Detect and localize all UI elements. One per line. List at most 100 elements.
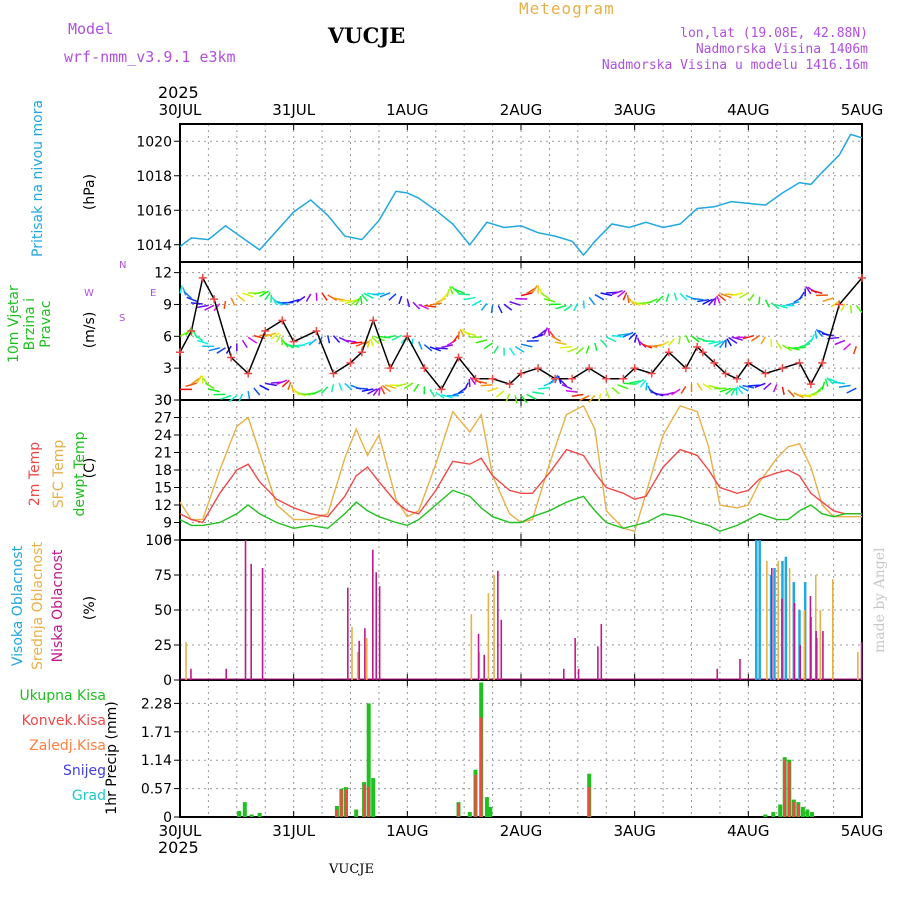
wind-barb xyxy=(322,293,327,300)
wind-barb xyxy=(618,385,628,389)
wind-barb xyxy=(595,295,604,300)
y-tick-label: 3 xyxy=(163,361,172,377)
wind-barb xyxy=(854,346,857,354)
wind-barb xyxy=(674,293,676,301)
wind-barb xyxy=(560,347,572,348)
wind-gust-marker xyxy=(602,375,610,383)
low-cloud-label: Niska Oblacnost xyxy=(50,536,66,676)
wind-barb xyxy=(538,388,550,389)
conv-precip-bar xyxy=(367,787,370,817)
conv-precip-bar xyxy=(363,785,366,817)
wind-barb xyxy=(430,303,442,305)
conv-precip-bar xyxy=(588,787,591,817)
y-tick-label: 1.14 xyxy=(141,753,172,769)
hail-label: Grad xyxy=(72,788,106,804)
y-tick-label: 50 xyxy=(154,603,172,619)
cloud-unit: (%) xyxy=(82,588,98,628)
wind-barb xyxy=(572,395,584,397)
total-precip-bar xyxy=(354,810,358,818)
wind-barb xyxy=(195,335,203,341)
wind-barb xyxy=(562,385,572,389)
conv-precip-bar xyxy=(788,762,791,817)
y-tick-label: 0 xyxy=(163,810,172,826)
y-tick-label: 30 xyxy=(154,393,172,409)
conv-precip-bar xyxy=(457,803,460,817)
wind-barb xyxy=(823,298,834,301)
wind-barb xyxy=(595,343,597,351)
y-tick-label: 1020 xyxy=(136,134,172,150)
wind-barb xyxy=(458,294,470,295)
wind-barb xyxy=(187,297,197,301)
y-tick-label: 9 xyxy=(163,516,172,532)
wind-barb xyxy=(541,293,550,299)
wind-barb xyxy=(436,298,446,303)
wind-barb xyxy=(205,383,214,388)
wind-barb xyxy=(209,348,220,351)
total-precip-bar xyxy=(371,778,375,817)
wind-gust-marker xyxy=(199,274,207,282)
total-precip-bar xyxy=(778,805,782,818)
y-tick-label: 75 xyxy=(154,568,172,584)
wind-barb xyxy=(584,300,585,308)
wind-barb xyxy=(214,394,226,395)
wind-barb xyxy=(839,385,851,387)
high-cloud-label: Visoka Oblacnost xyxy=(10,536,26,676)
wind-gust-marker xyxy=(176,348,184,356)
wind-barb xyxy=(384,336,396,338)
total-precip-bar xyxy=(237,811,241,817)
wind-gust-marker xyxy=(585,364,593,372)
wind-barb xyxy=(680,293,687,300)
panel-frame xyxy=(180,124,862,262)
compass-north: N xyxy=(119,261,126,271)
time-label-top: 5AUG xyxy=(841,101,883,119)
total-precip-bar xyxy=(258,813,262,817)
wind-barb xyxy=(345,383,352,389)
wind-barb xyxy=(552,336,561,341)
wind-gust-marker xyxy=(534,364,542,372)
time-label-top: 2AUG xyxy=(500,101,542,119)
wind-barb xyxy=(198,341,209,344)
wind-barb xyxy=(339,337,349,342)
model-elevation-label: Nadmorska Visina u modelu 1416.16m xyxy=(602,59,868,72)
wind-barb xyxy=(515,395,516,403)
credit-watermark: made by Angel xyxy=(873,548,887,654)
time-label-bottom: 2AUG xyxy=(500,822,542,840)
wind-barb xyxy=(589,297,594,304)
total-precip-bar xyxy=(250,815,254,818)
wind-gust-marker xyxy=(818,359,826,367)
wind-barb xyxy=(515,347,524,352)
wind-barb xyxy=(612,387,619,393)
wind-barb xyxy=(815,331,816,339)
wind-barb xyxy=(208,389,219,392)
wind-barb xyxy=(847,388,857,393)
wind-barb xyxy=(312,390,322,395)
wind-barb xyxy=(679,336,680,344)
time-label-top: 30JUL xyxy=(159,101,202,119)
wind-gust-marker xyxy=(489,375,497,383)
wind-barb xyxy=(381,387,385,395)
wind-barb xyxy=(494,346,498,353)
pressure-unit: (hPa) xyxy=(82,162,98,222)
conv-precip-bar xyxy=(340,790,343,817)
pressure-line xyxy=(180,134,862,255)
wind-barb xyxy=(484,343,492,349)
wind-barb xyxy=(351,342,363,343)
wind-barb xyxy=(321,387,327,394)
wind-barb xyxy=(424,306,436,307)
wind-title: 10m Vjetar Brzina i Pravac xyxy=(6,274,54,374)
wind-barb xyxy=(458,331,459,339)
wind-barb xyxy=(659,342,668,347)
wind-gust-marker xyxy=(568,375,576,383)
wind-barb xyxy=(197,305,209,307)
wind-barb xyxy=(282,337,283,345)
frozen-precip-label: Zaledj.Kisa xyxy=(29,738,106,754)
wind-barb xyxy=(799,292,804,299)
conv-precip-bar xyxy=(797,805,800,818)
wind-barb xyxy=(782,387,784,395)
wind-barb xyxy=(260,385,269,390)
wind-barb xyxy=(666,294,668,302)
compass-south: S xyxy=(119,314,125,324)
wind-barb xyxy=(749,294,754,301)
compass-west: W xyxy=(84,289,94,299)
